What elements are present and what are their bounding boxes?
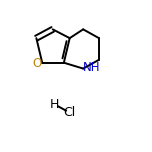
Text: Cl: Cl bbox=[64, 106, 76, 119]
Text: O: O bbox=[32, 57, 41, 70]
Text: NH: NH bbox=[83, 61, 101, 74]
Text: H: H bbox=[50, 98, 59, 111]
